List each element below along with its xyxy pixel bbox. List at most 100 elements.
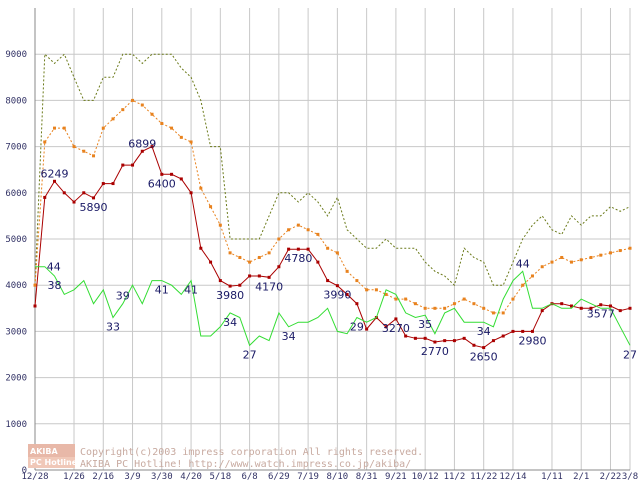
data-point-min: [296, 247, 300, 251]
data-point-min: [316, 260, 320, 264]
data-point-min: [482, 346, 486, 350]
x-tick-label: 2/16: [92, 472, 114, 480]
data-point-avg: [335, 251, 339, 255]
x-tick-label: 5/18: [209, 472, 231, 480]
data-label: 27: [623, 348, 637, 361]
y-tick-label: 3000: [5, 327, 27, 337]
data-point-min: [345, 292, 349, 296]
data-point-min: [569, 304, 573, 308]
data-point-min: [111, 182, 115, 186]
y-tick-label: 1000: [5, 420, 27, 430]
data-label: 34: [477, 325, 491, 338]
data-label: 2980: [518, 334, 546, 347]
x-tick-label: 1/11: [541, 472, 563, 480]
data-point-avg: [43, 140, 47, 144]
data-label: 34: [223, 316, 237, 329]
data-point-avg: [394, 297, 398, 301]
data-point-min: [501, 334, 505, 338]
data-point-avg: [238, 255, 242, 259]
data-point-avg: [62, 126, 66, 130]
data-label: 5890: [80, 201, 108, 214]
data-point-min: [189, 191, 193, 195]
x-tick-label: 6/29: [268, 472, 290, 480]
data-point-min: [92, 196, 96, 200]
data-label: 3980: [216, 289, 244, 302]
data-point-avg: [355, 279, 359, 283]
data-point-avg: [287, 228, 291, 232]
data-point-min: [72, 200, 76, 204]
data-point-min: [443, 339, 447, 343]
data-point-min: [140, 149, 144, 153]
series-line-min: [34, 145, 631, 349]
data-label: 44: [47, 261, 61, 274]
data-label: 41: [155, 284, 169, 297]
x-tick-label: 12/28: [21, 472, 48, 480]
data-point-avg: [472, 302, 476, 306]
data-point-min: [218, 279, 222, 283]
data-point-avg: [482, 306, 486, 310]
data-point-min: [267, 275, 271, 279]
data-point-avg: [209, 205, 213, 209]
data-label: 2650: [470, 351, 498, 364]
data-point-min: [277, 265, 281, 269]
grid-lines: [34, 8, 631, 471]
akiba-logo: AKIBA PC Hotline!: [28, 444, 81, 468]
data-point-avg: [404, 297, 408, 301]
logo-top-text: AKIBA: [30, 447, 58, 456]
data-label: 6899: [128, 137, 156, 150]
data-point-avg: [316, 232, 320, 236]
x-tick-label: 3/9: [124, 472, 140, 480]
data-label: 39: [116, 290, 130, 303]
data-label: 3577: [587, 308, 615, 321]
data-point-avg: [530, 274, 534, 278]
data-label: 4780: [284, 252, 312, 265]
data-point-avg: [569, 260, 573, 264]
data-point-avg: [306, 228, 310, 232]
x-tick-label: 11/2: [444, 472, 466, 480]
x-tick-label: 12/14: [499, 472, 526, 480]
data-point-avg: [277, 237, 281, 241]
data-point-min: [306, 247, 310, 251]
series-line-count: [35, 266, 631, 347]
data-point-avg: [170, 126, 174, 130]
data-point-avg: [491, 311, 495, 315]
data-point-avg: [579, 258, 583, 262]
data-point-avg: [248, 260, 252, 264]
data-point-min: [238, 283, 242, 287]
data-point-avg: [365, 288, 369, 292]
data-point-min: [53, 179, 57, 183]
data-point-min: [228, 284, 232, 288]
data-point-avg: [131, 98, 135, 102]
x-tick-label: 9/21: [385, 472, 407, 480]
data-point-min: [287, 247, 291, 251]
data-point-avg: [550, 260, 554, 264]
y-tick-label: 0: [22, 466, 27, 476]
data-point-avg: [413, 302, 417, 306]
data-point-min: [160, 172, 164, 176]
data-point-min: [199, 246, 203, 250]
data-point-min: [404, 334, 408, 338]
data-point-min: [131, 163, 135, 167]
data-point-avg: [618, 249, 622, 253]
data-point-avg: [72, 145, 76, 149]
data-point-avg: [53, 126, 57, 130]
data-point-min: [491, 339, 495, 343]
data-label: 34: [282, 330, 296, 343]
data-point-min: [121, 163, 125, 167]
data-point-min: [452, 339, 456, 343]
y-tick-label: 7000: [5, 143, 27, 153]
data-point-avg: [384, 292, 388, 296]
y-axis-ticks: 0 1000 2000 3000 4000 5000 6000 7000 8000 9000: [5, 50, 27, 476]
data-point-avg: [501, 311, 505, 315]
data-point-min: [472, 343, 476, 347]
series-line-max: [34, 53, 631, 287]
data-point-avg: [92, 154, 96, 158]
data-point-avg: [433, 306, 437, 310]
data-label: 33: [106, 321, 120, 334]
data-label: 27: [243, 348, 257, 361]
data-point-avg: [267, 251, 271, 255]
data-label: 38: [48, 279, 62, 292]
x-tick-label: 8/31: [356, 472, 378, 480]
data-point-avg: [296, 223, 300, 227]
